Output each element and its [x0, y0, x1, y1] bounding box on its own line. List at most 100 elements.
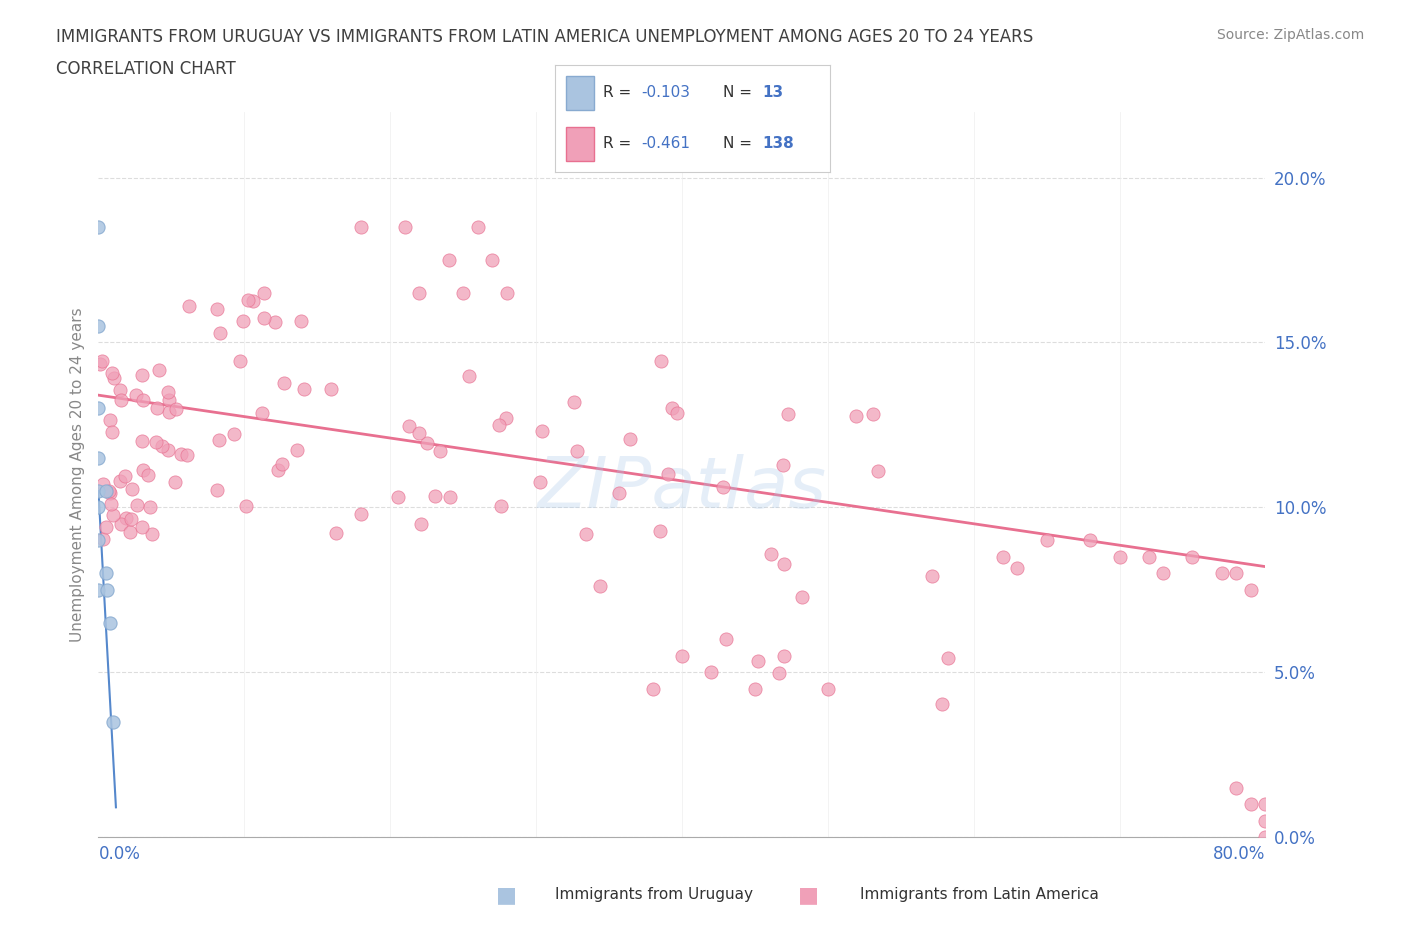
Point	[177, 299, 200, 313]
Point	[790, 589, 813, 604]
Point	[921, 568, 943, 583]
Point	[110, 517, 132, 532]
Text: N =: N =	[723, 136, 756, 152]
Point	[641, 681, 664, 696]
Point	[91, 476, 114, 491]
Point	[1225, 565, 1247, 580]
Point	[108, 382, 131, 397]
Point	[87, 318, 110, 333]
Point	[931, 697, 953, 711]
Point	[416, 435, 439, 450]
Text: R =: R =	[603, 85, 637, 100]
Point	[650, 354, 672, 369]
Point	[120, 512, 142, 526]
Text: -0.461: -0.461	[641, 136, 690, 152]
Point	[666, 405, 689, 420]
Point	[271, 457, 294, 472]
Point	[267, 462, 290, 477]
Point	[1240, 797, 1263, 812]
Point	[156, 443, 179, 458]
Point	[423, 489, 446, 504]
Point	[169, 447, 191, 462]
Point	[671, 648, 693, 663]
Text: N =: N =	[723, 85, 756, 100]
Point	[429, 444, 451, 458]
Point	[131, 519, 153, 534]
Point	[242, 294, 264, 309]
Point	[205, 482, 228, 497]
Point	[98, 616, 121, 631]
Point	[91, 532, 114, 547]
Point	[991, 550, 1014, 565]
Point	[439, 490, 461, 505]
Point	[496, 286, 519, 300]
Point	[408, 286, 430, 300]
Y-axis label: Unemployment Among Ages 20 to 24 years: Unemployment Among Ages 20 to 24 years	[69, 307, 84, 642]
Text: ZIPatlas: ZIPatlas	[537, 455, 827, 524]
Text: ■: ■	[496, 884, 516, 905]
Point	[458, 368, 481, 383]
Point	[165, 401, 187, 416]
Point	[481, 253, 503, 268]
Text: CORRELATION CHART: CORRELATION CHART	[56, 60, 236, 78]
Text: 80.0%: 80.0%	[1213, 844, 1265, 863]
Point	[101, 714, 124, 729]
Point	[437, 253, 460, 268]
Point	[118, 525, 141, 539]
Point	[350, 219, 373, 234]
Point	[205, 301, 228, 316]
Point	[157, 405, 180, 419]
Point	[866, 463, 889, 478]
Point	[773, 648, 796, 663]
Point	[773, 557, 796, 572]
Point	[607, 485, 630, 500]
Text: 13: 13	[762, 85, 783, 100]
Point	[156, 385, 179, 400]
Point	[94, 519, 117, 534]
Point	[1225, 780, 1247, 795]
Text: Source: ZipAtlas.com: Source: ZipAtlas.com	[1216, 28, 1364, 42]
Point	[101, 365, 124, 380]
Point	[529, 474, 551, 489]
Point	[229, 353, 252, 368]
Point	[575, 526, 598, 541]
Point	[938, 651, 960, 666]
Point	[1108, 550, 1130, 565]
Point	[87, 219, 110, 234]
Point	[110, 393, 132, 408]
Point	[562, 394, 585, 409]
Point	[98, 413, 121, 428]
Point	[1181, 550, 1204, 565]
Point	[772, 458, 794, 472]
Point	[96, 582, 118, 597]
Point	[157, 392, 180, 407]
Point	[87, 450, 110, 465]
Point	[1152, 565, 1174, 580]
Point	[125, 387, 148, 402]
Point	[657, 466, 679, 481]
Point	[236, 293, 259, 308]
Point	[121, 482, 143, 497]
Point	[176, 447, 198, 462]
Point	[165, 474, 187, 489]
Point	[290, 313, 312, 328]
Point	[394, 219, 416, 234]
Point	[125, 498, 148, 512]
Text: 0.0%: 0.0%	[98, 844, 141, 863]
Point	[97, 484, 120, 498]
Point	[1005, 561, 1028, 576]
Point	[253, 311, 276, 325]
Point	[387, 489, 409, 504]
Point	[87, 484, 110, 498]
Point	[1254, 813, 1277, 828]
Point	[700, 665, 723, 680]
Point	[90, 353, 112, 368]
Point	[661, 401, 683, 416]
Text: R =: R =	[603, 136, 637, 152]
Point	[208, 326, 231, 340]
Point	[1080, 533, 1102, 548]
Point	[232, 313, 254, 328]
Point	[817, 681, 839, 696]
Point	[650, 524, 672, 538]
Point	[776, 406, 799, 421]
